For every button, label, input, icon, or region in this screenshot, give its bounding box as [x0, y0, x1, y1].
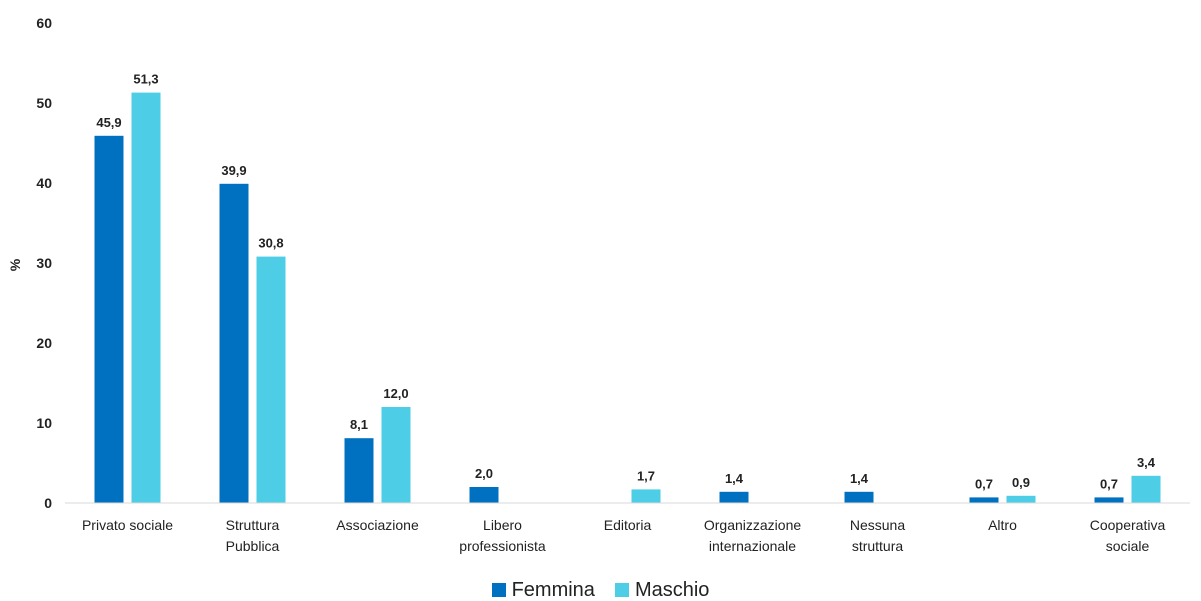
legend-item-femmina: Femmina [491, 579, 595, 601]
bar-maschio [1131, 475, 1161, 503]
y-axis-ticks: 0 10 20 30 40 50 60 [36, 15, 52, 511]
legend-label-maschio: Maschio [634, 579, 710, 601]
bar-femmina [844, 491, 874, 503]
value-label-femmina: 39,9 [221, 163, 246, 178]
value-label-maschio: 30,8 [258, 236, 283, 251]
category-label: Editoria [604, 517, 652, 533]
category-label: Associazione [336, 517, 419, 533]
legend: Femmina Maschio [0, 580, 1201, 600]
bar-maschio [1006, 495, 1036, 503]
bar-chart: % 0 10 20 30 40 50 60 45,9 51,3 39,9 30,8 8,1 12,0 2… [7, 15, 1190, 554]
value-label-maschio: 3,4 [1137, 455, 1156, 470]
value-label-femmina: 1,4 [850, 471, 869, 486]
legend-swatch-femmina [491, 583, 506, 597]
value-label-maschio: 51,3 [133, 72, 158, 87]
category-label: Altro [988, 517, 1017, 533]
value-label-femmina: 2,0 [475, 466, 493, 481]
legend-swatch-maschio [614, 583, 629, 597]
value-labels: 45,9 51,3 39,9 30,8 8,1 12,0 2,0 1,7 1,4 1,4 0,7 0,… [96, 72, 1155, 492]
bar-maschio [381, 407, 411, 503]
legend-label-femmina: Femmina [511, 579, 595, 601]
y-tick-label: 20 [36, 335, 52, 351]
bar-femmina [219, 183, 249, 504]
value-label-femmina: 45,9 [96, 115, 121, 130]
bar-femmina [719, 491, 749, 503]
bar-maschio [131, 92, 161, 503]
category-label: Nessuna struttura [850, 517, 905, 554]
value-label-femmina: 8,1 [350, 417, 368, 432]
category-label: Libero professionista [459, 517, 546, 554]
value-label-maschio: 1,7 [637, 468, 655, 483]
bar-femmina [469, 487, 499, 503]
category-label: Cooperativa sociale [1090, 517, 1166, 554]
bar-femmina [969, 497, 999, 503]
category-label: Struttura Pubblica [226, 517, 280, 554]
y-tick-label: 50 [36, 95, 52, 111]
value-label-femmina: 1,4 [725, 471, 744, 486]
y-tick-label: 30 [36, 255, 52, 271]
value-label-femmina: 0,7 [975, 476, 993, 491]
category-label: Organizzazione internazionale [704, 517, 801, 554]
bar-femmina [344, 438, 374, 503]
x-axis-categories: Privato sociale Struttura Pubblica Associaz… [82, 517, 1165, 554]
y-axis-label: % [7, 258, 23, 271]
bar-maschio [256, 256, 286, 503]
bars [94, 92, 1161, 504]
bar-femmina [1094, 497, 1124, 503]
y-tick-label: 0 [44, 495, 52, 511]
value-label-femmina: 0,7 [1100, 476, 1118, 491]
legend-item-maschio: Maschio [614, 579, 710, 601]
y-tick-label: 60 [36, 15, 52, 31]
category-label: Privato sociale [82, 517, 173, 533]
y-tick-label: 10 [36, 415, 52, 431]
value-label-maschio: 0,9 [1012, 475, 1030, 490]
bar-femmina [94, 135, 124, 504]
y-tick-label: 40 [36, 175, 52, 191]
bar-maschio [631, 489, 661, 503]
value-label-maschio: 12,0 [383, 386, 408, 401]
